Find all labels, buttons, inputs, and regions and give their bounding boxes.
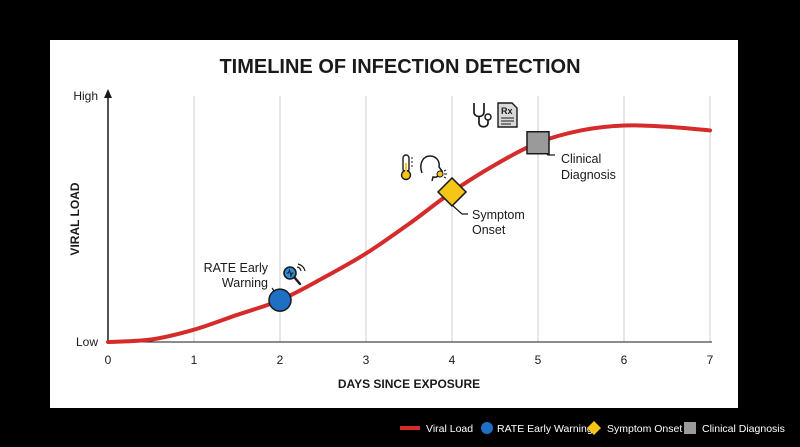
chart-card — [50, 40, 738, 408]
y-axis-arrow — [104, 89, 112, 98]
marker-label-clinical-line1: Clinical — [561, 152, 601, 166]
series-line-viral-load — [106, 123, 712, 344]
legend-label-clinical-diagnosis: Clinical Diagnosis — [702, 423, 785, 435]
leader-symptom-onset — [451, 204, 468, 215]
x-tick-label-6: 6 — [621, 353, 628, 367]
x-tick-label-0: 0 — [105, 353, 112, 367]
marker-rate-early-warning — [268, 288, 292, 312]
legend-swatch-clinical-diagnosis — [684, 422, 696, 434]
y-tick-label-low: Low — [76, 335, 98, 349]
chart-title: TIMELINE OF INFECTION DETECTION — [219, 56, 580, 78]
y-tick-label-high: High — [73, 89, 98, 103]
marker-symptom-onset — [436, 176, 468, 208]
thermometer-icon — [400, 154, 413, 181]
marker-clinical-diagnosis — [526, 130, 550, 155]
prescription-icon: Rx — [497, 102, 518, 128]
legend-swatch-symptom-onset — [587, 421, 601, 435]
marker-layer — [268, 130, 550, 312]
legend-swatch-rate-early-warning — [481, 422, 493, 434]
marker-label-clinical-line2: Diagnosis — [561, 168, 616, 182]
marker-label-symptom-line1: Symptom — [472, 208, 525, 222]
stethoscope-icon — [473, 103, 492, 128]
legend-label-viral-load: Viral Load — [426, 423, 473, 435]
x-tick-label-4: 4 — [449, 353, 456, 367]
x-tick-label-1: 1 — [191, 353, 198, 367]
x-tick-label-3: 3 — [363, 353, 370, 367]
legend-label-rate-early-warning: RATE Early Warning — [497, 423, 593, 435]
grid-layer: 0 1 2 3 4 5 6 7 — [105, 96, 714, 367]
svg-text:Rx: Rx — [501, 106, 513, 116]
marker-label-rate-line2: Warning — [222, 276, 268, 290]
magnifier-signal-icon — [283, 263, 306, 286]
legend: Viral Load RATE Early Warning Symptom On… — [400, 421, 785, 435]
y-axis-title: VIRAL LOAD — [68, 182, 82, 255]
marker-label-symptom-line2: Onset — [472, 223, 506, 237]
x-axis-title: DAYS SINCE EXPOSURE — [338, 377, 480, 391]
x-tick-label-7: 7 — [707, 353, 714, 367]
legend-label-symptom-onset: Symptom Onset — [607, 423, 682, 435]
x-tick-label-2: 2 — [277, 353, 284, 367]
marker-label-rate-line1: RATE Early — [204, 261, 269, 275]
sick-face-icon — [420, 155, 447, 182]
x-tick-label-5: 5 — [535, 353, 542, 367]
